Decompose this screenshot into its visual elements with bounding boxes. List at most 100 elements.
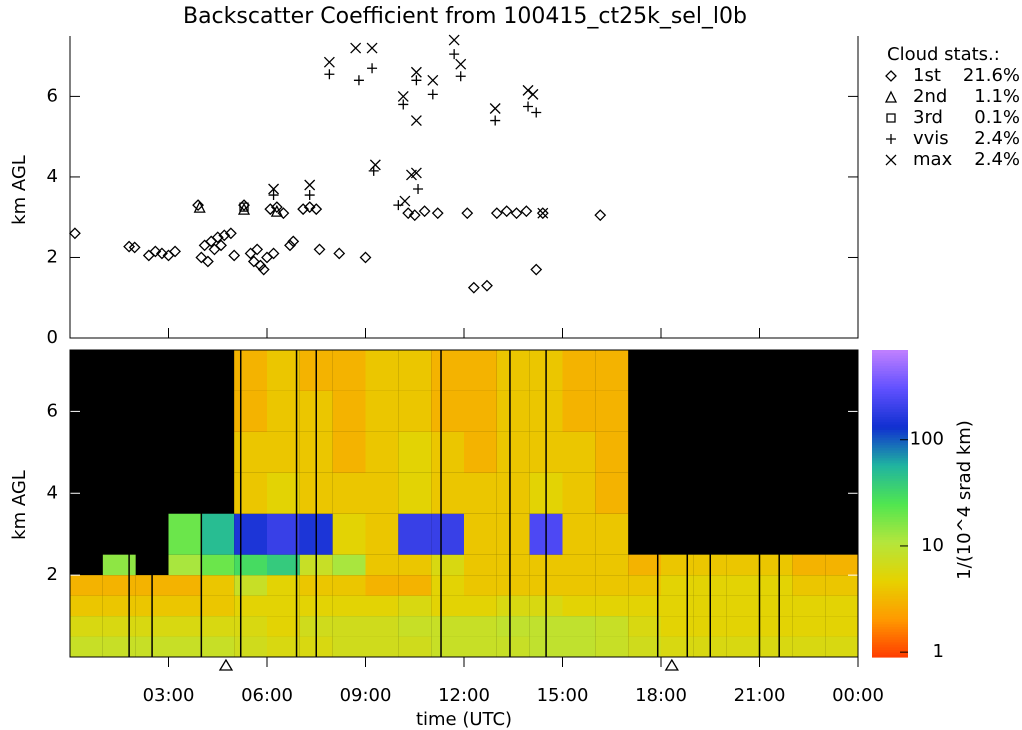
colorbar-step	[872, 362, 908, 366]
colorbar-step	[872, 434, 908, 438]
colorbar-tick-label: 10	[921, 535, 944, 556]
colorbar-step	[872, 580, 908, 584]
colorbar-step	[872, 590, 908, 594]
colorbar-step	[872, 503, 908, 507]
heatmap-cell	[464, 554, 497, 576]
y-axis-label: km AGL	[9, 155, 30, 225]
cloud-point	[237, 202, 251, 215]
heatmap-cell	[628, 636, 661, 657]
colorbar-step	[872, 485, 908, 489]
colorbar-step	[872, 546, 908, 551]
heatmap-cell	[496, 616, 530, 637]
cloud-point	[490, 207, 503, 220]
heatmap-cell	[234, 431, 267, 473]
cloud-point	[537, 207, 549, 219]
cloud-point	[411, 75, 422, 86]
colorbar-step	[872, 646, 908, 650]
heatmap-cell	[365, 390, 399, 432]
colorbar-step	[872, 649, 908, 653]
colorbar-step	[872, 516, 908, 520]
heatmap-cell	[595, 575, 629, 596]
colorbar-step	[872, 595, 908, 599]
colorbar-step	[872, 431, 908, 436]
plot: 1st 21.6% 2nd 1.1% 3rd 0.1% vvis 2.4% max 2.4% 0 2 4…	[47, 34, 1020, 706]
heatmap-cell	[562, 472, 596, 514]
cloud-point	[368, 165, 379, 176]
colorbar-step	[872, 375, 908, 379]
colorbar-step	[872, 467, 908, 471]
heatmap-cell	[332, 554, 366, 576]
y-tick-label: 2	[47, 246, 58, 267]
cloud-point	[353, 75, 364, 86]
colorbar-step	[872, 396, 908, 400]
cloud-point	[261, 251, 273, 264]
legend-symbol	[886, 134, 896, 144]
colorbar-step	[872, 626, 908, 630]
cloud-point	[427, 89, 438, 100]
heatmap-cell	[825, 595, 858, 617]
cloud-point	[198, 239, 211, 252]
legend-name: 2nd	[913, 86, 947, 107]
colorbar-step	[872, 403, 908, 407]
heatmap-cell	[595, 390, 629, 432]
cloud-point	[350, 42, 362, 54]
heatmap-cell	[332, 636, 366, 657]
colorbar-step	[872, 513, 908, 517]
colorbar-step	[872, 360, 908, 364]
heatmap-cell	[234, 616, 267, 637]
heatmap-cell	[398, 616, 432, 637]
cloud-point	[268, 190, 279, 201]
heatmap-cell	[168, 616, 202, 637]
colorbar-step	[872, 605, 908, 609]
heatmap-cell	[661, 554, 694, 576]
heatmap-cell	[234, 472, 267, 514]
colorbar-step	[872, 393, 908, 397]
cloud-point	[410, 66, 422, 78]
colorbar-step	[872, 500, 908, 505]
heatmap-cell	[464, 616, 497, 637]
cloud-point	[536, 207, 549, 220]
heatmap-cell	[398, 472, 432, 514]
colorbar-step	[872, 564, 908, 569]
cloud-point	[239, 202, 249, 212]
colorbar-step	[872, 477, 908, 482]
cloud-point	[431, 207, 444, 220]
heatmap-cell	[496, 575, 530, 596]
cloud-point	[287, 235, 300, 248]
colorbar-step	[872, 373, 908, 377]
legend-symbol	[884, 90, 898, 103]
cloud-point	[313, 243, 326, 256]
heatmap-cell	[267, 595, 300, 617]
y-tick-label: 6	[47, 400, 58, 421]
heatmap-cell	[562, 513, 596, 555]
chart-title: Backscatter Coefficient from 100415_ct25…	[183, 4, 747, 29]
heatmap-cell	[365, 575, 399, 596]
colorbar-step	[872, 380, 908, 384]
heatmap-cell	[431, 431, 464, 473]
heatmap-cell	[562, 431, 596, 473]
heatmap-cell	[398, 595, 432, 617]
heatmap-cell	[595, 636, 629, 657]
colorbar-step	[872, 523, 908, 528]
legend-symbol	[886, 113, 896, 123]
colorbar-step	[872, 623, 908, 627]
x-tick-label: 12:00	[438, 685, 490, 706]
heatmap-cell	[267, 616, 300, 637]
cloud-point	[399, 195, 411, 207]
cloud-point	[397, 90, 409, 102]
axis-frame	[69, 349, 859, 658]
colorbar-step	[872, 518, 908, 523]
legend-stat: 2.4%	[974, 149, 1020, 170]
colorbar-step	[872, 598, 908, 602]
colorbar-step	[872, 421, 908, 425]
x-tick-label: 21:00	[734, 685, 786, 706]
heatmap-cell	[332, 431, 366, 473]
heatmap-cell	[267, 636, 300, 657]
heatmap-cell	[398, 554, 432, 576]
cloud-point	[410, 167, 422, 179]
heatmap-cell	[496, 636, 530, 657]
colorbar-step	[872, 475, 908, 479]
legend-name: 1st	[913, 65, 941, 86]
heatmap-cell	[595, 350, 629, 391]
heatmap-cell	[365, 513, 399, 555]
